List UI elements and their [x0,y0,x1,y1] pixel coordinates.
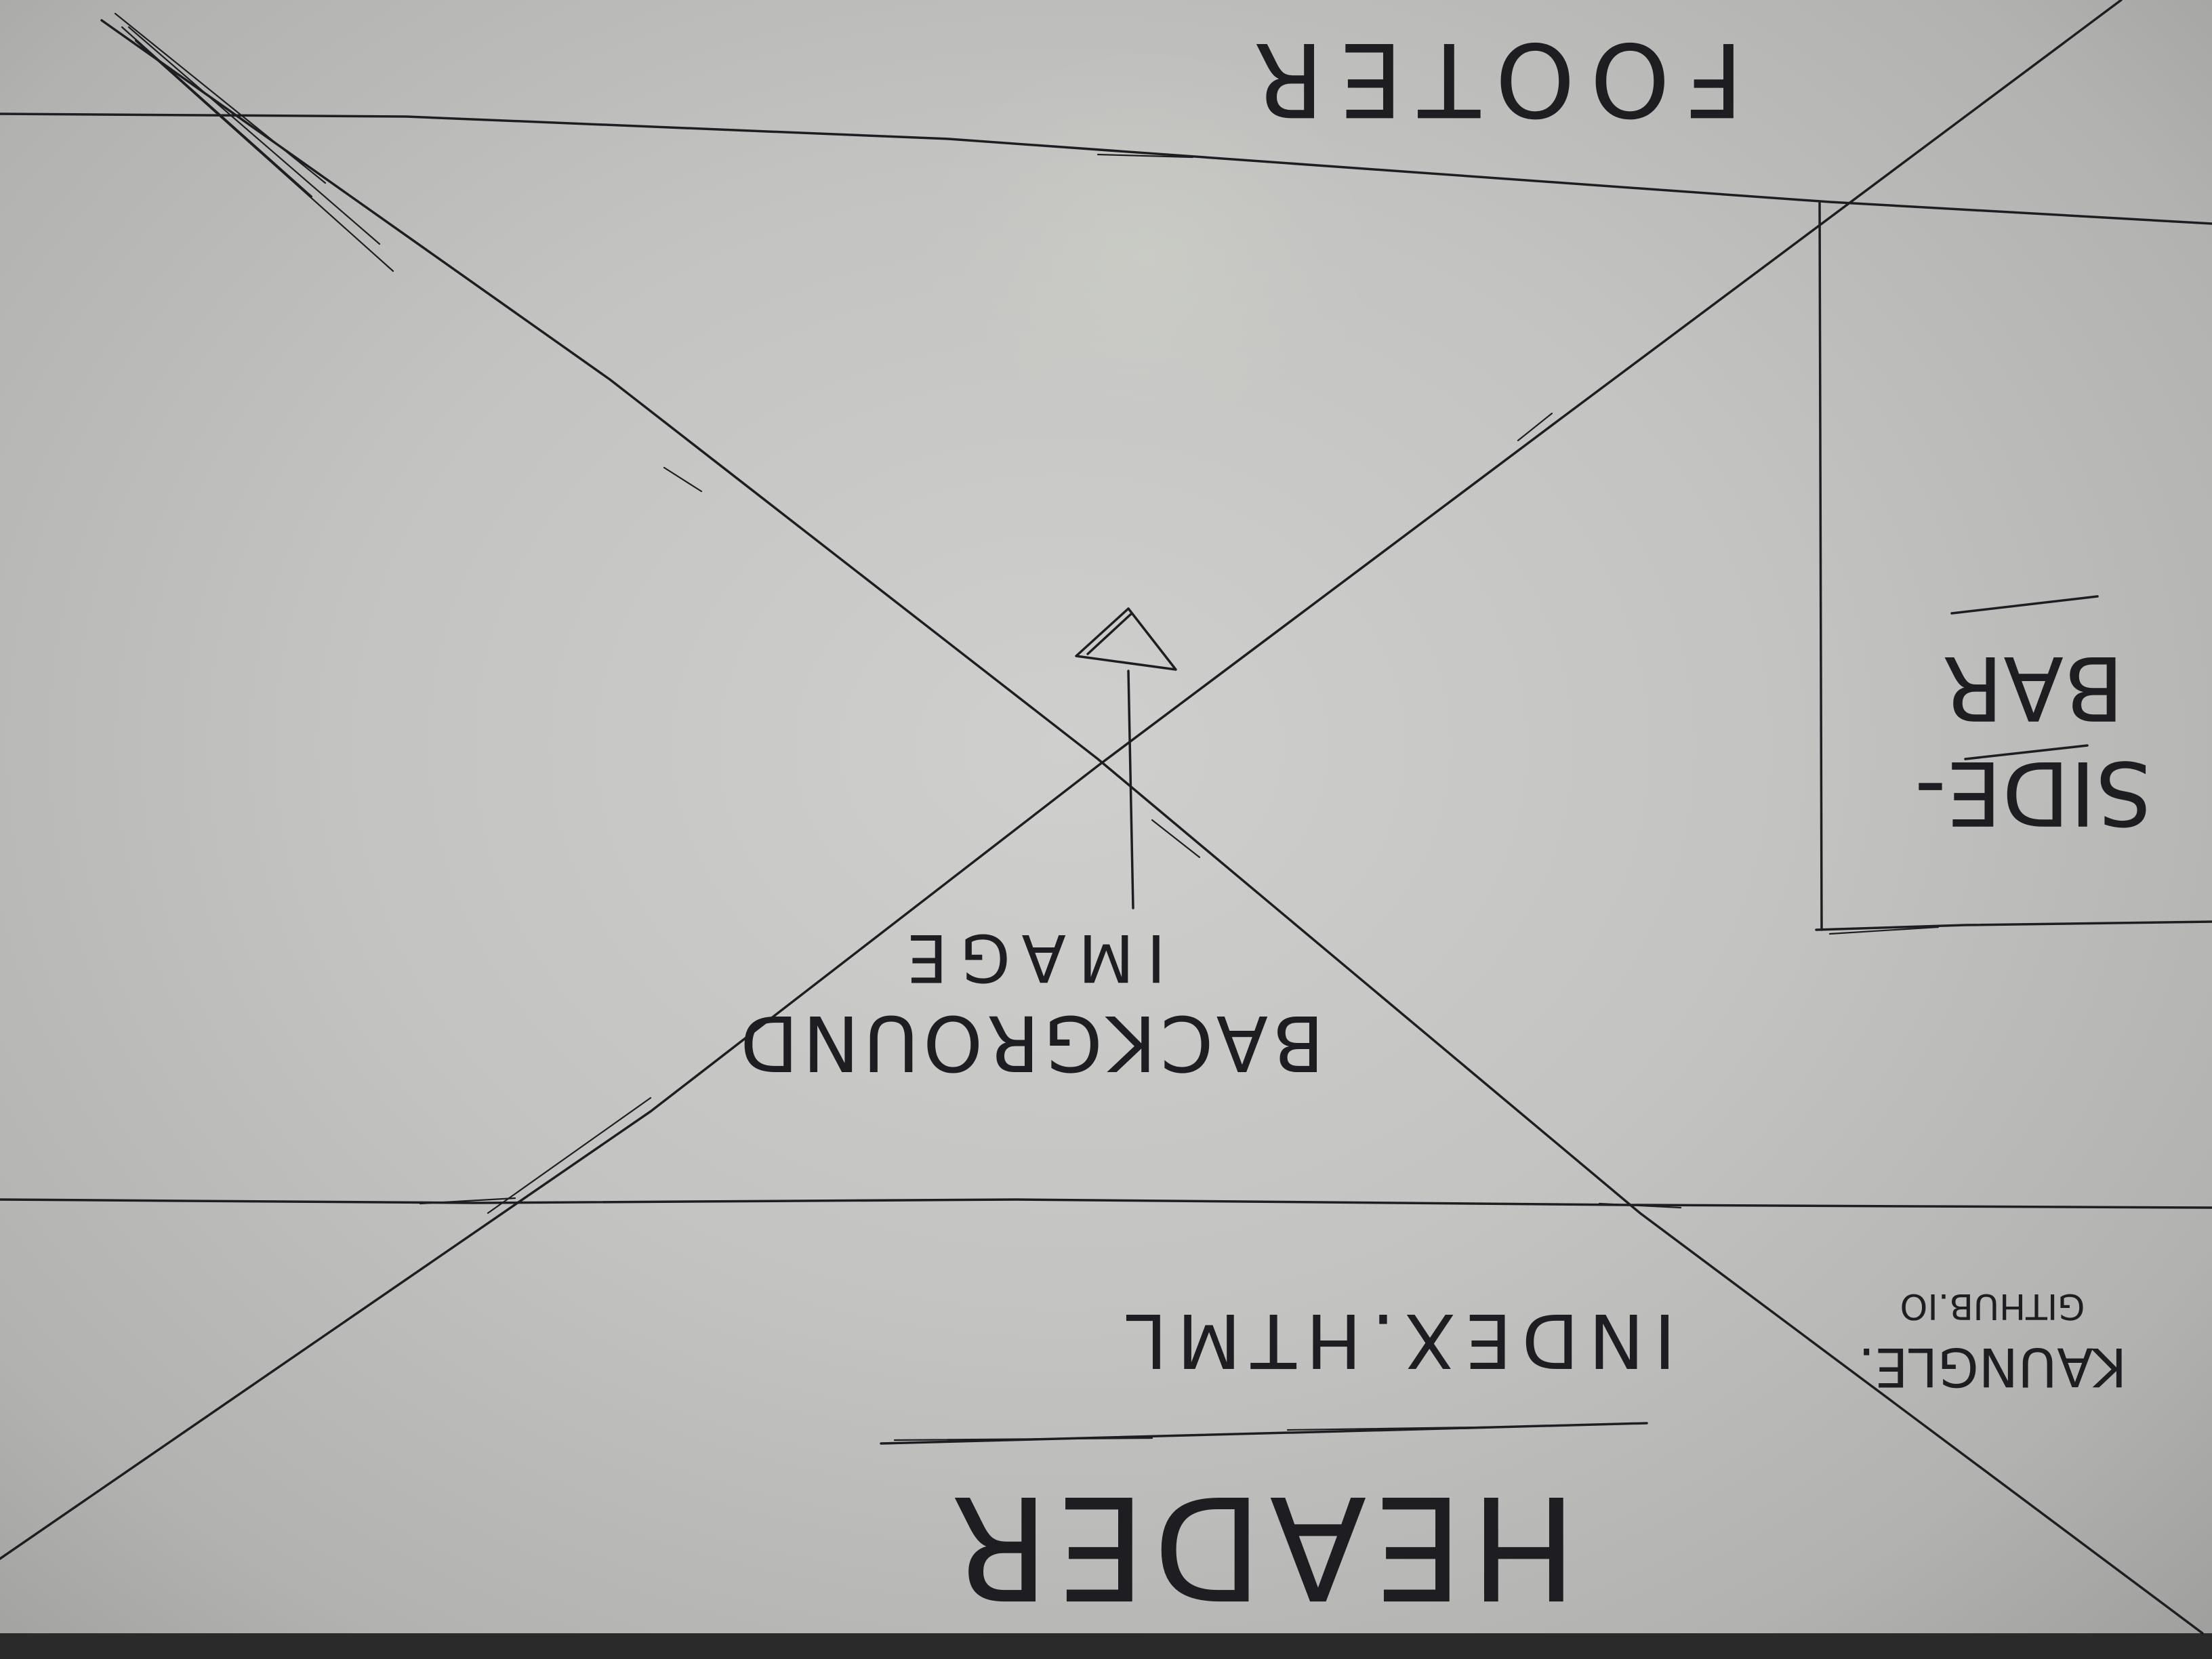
faint-stain [928,54,1362,461]
arrow-shaft [1127,670,1134,909]
header-underline-stroke [893,1425,1526,1441]
sidebar-bottom-border [1815,920,2212,931]
sidebar-label-line1: SIDE- [1914,741,2152,844]
header-divider-line [0,1198,2212,1209]
footer-divider-line [0,112,2212,225]
index-label-group: INDEX.HTML [1116,1297,1675,1384]
header-divider-stroke [419,1197,1682,1209]
footer-label-group: FOOTER [1238,20,1743,138]
site-url-line2: GITHUB.IO [1900,1286,2085,1326]
diagonal-line-b [0,0,2121,1559]
arrow-head [1075,607,1177,671]
diagonal-line-a [100,19,2204,1635]
footer-divider-stroke [1097,153,1194,159]
diagonal-b-tick [487,412,1553,1214]
sidebar-label-line2: BAR [1942,636,2124,739]
background-label-line2: IMAGE [895,920,1166,996]
diagonal-a-tick [663,466,1201,859]
index-label: INDEX.HTML [1116,1297,1675,1384]
background-label-line1: BACKGROUND [736,998,1324,1086]
sidebar-bottom-stroke [1828,926,1940,935]
corner-scribble [114,12,394,272]
sidebar-label-underline [1950,595,2099,615]
header-underline [880,1422,1648,1445]
sidebar-label-group: SIDE- BAR [1914,636,2152,844]
header-label: HEADER [944,1464,1578,1630]
sidebar-bar-underline [1964,744,2089,760]
site-url-line1: KAUNGLE. [1858,1336,2127,1397]
header-label-group: HEADER [944,1464,1578,1630]
footer-label: FOOTER [1238,20,1743,138]
sidebar-left-border [1818,202,1823,931]
site-url-group: KAUNGLE. GITHUB.IO [1858,1286,2127,1397]
table-edge [0,1633,2212,1659]
background-label-group: BACKGROUND IMAGE [736,920,1324,1086]
